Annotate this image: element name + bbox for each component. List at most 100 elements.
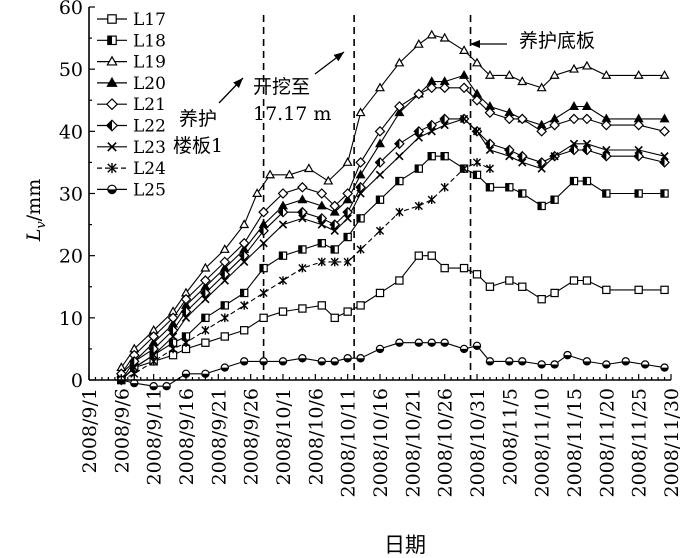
point-l17-7 [220,332,229,341]
point-l23-6-shape [201,295,210,304]
point-l23-22-shape [472,127,482,136]
point-l25-19-fill [428,342,436,347]
point-l25-29-fill [583,361,591,365]
x-tick-label-9: 2008/10/11 [338,388,360,498]
point-l22-15-fill [356,182,361,192]
point-l24-3 [149,357,158,366]
point-l22-12 [316,213,328,224]
point-l25-3 [149,382,158,391]
legend-marker-l18 [107,35,117,46]
point-l17-21 [459,263,469,273]
point-l25-24 [505,357,514,366]
point-l25-20-fill [441,342,449,347]
x-tick-label-12: 2008/10/26 [435,388,457,498]
point-l18-29-fill [583,177,587,185]
point-l21-5 [180,293,192,305]
point-l19-31-shape [633,70,644,79]
point-l18-31-fill [635,189,639,198]
point-l18-9 [259,263,268,273]
point-l21-26-shape [536,125,548,137]
point-l17-30 [602,285,611,295]
point-l19-12 [303,163,314,173]
legend-marker-l24-shape [107,163,117,174]
point-l18-7 [220,301,229,310]
point-l25-15-fill [357,358,365,362]
point-l19-15 [355,107,366,117]
point-l19-23-shape [484,70,495,79]
x-tick-label-1: 2008/9/1 [79,388,101,473]
point-l22-18 [413,125,425,137]
point-l17-22 [472,270,482,279]
point-l17-6-shape [201,338,210,347]
point-l21-23 [484,107,496,119]
point-l22-7-fill [220,269,225,279]
axes-layer [88,7,671,381]
point-l18-7-fill [221,301,225,309]
point-l20-21 [459,70,470,79]
point-l25-16 [375,344,385,354]
point-l21-20 [439,82,451,94]
point-l17-6 [201,338,210,347]
point-l22-26 [536,157,548,168]
point-l19-28 [569,63,579,73]
point-l21-22-shape [471,94,483,106]
point-l22-16-fill [375,157,380,167]
y-tick-label-3: 20 [59,246,83,268]
point-l23-5 [181,313,191,322]
point-l21-31 [633,119,645,131]
point-l25-8-fill [240,361,248,365]
point-l21-30-shape [600,119,612,131]
point-l18-22-fill [473,171,477,179]
legend-label-l24: L24 [133,159,166,179]
point-l22-11-fill [297,207,303,217]
point-l23-32-shape [660,152,669,161]
point-l17-18-shape [414,251,424,260]
point-l25-27 [550,360,559,369]
point-l25-32-fill [641,364,649,369]
point-l23-29 [582,139,592,148]
point-l24-17 [395,207,404,217]
point-l23-27 [550,152,559,161]
point-l25-14-fill [344,358,352,362]
point-l18-26 [537,201,546,211]
point-l19-17-shape [394,57,405,67]
point-l24-13 [330,257,339,267]
point-l21-7-shape [219,256,231,268]
point-l17-16 [375,288,385,298]
point-l22-30 [600,150,612,162]
point-l22-12-fill [317,213,322,223]
point-l17-11 [298,304,307,313]
point-l24-9-shape [259,288,268,298]
point-l23-30-shape [602,145,611,155]
legend-label-l19: L19 [133,53,166,73]
point-l19-29-shape [581,60,592,70]
point-l22-31 [633,150,645,162]
point-l19-27-shape [549,70,560,79]
point-l25-26-fill [538,364,546,369]
point-l19-9-shape [252,188,263,197]
point-l22-4-fill [168,325,174,335]
point-l25-12-fill [318,361,326,365]
point-l19-17 [394,57,405,67]
point-l19-22-shape [472,57,482,67]
point-l22-2 [128,356,140,367]
point-l23-7-shape [220,276,229,285]
point-l21-16 [374,125,386,137]
point-l23-10-shape [278,220,288,229]
point-l22-7 [219,268,231,280]
point-l18-12-fill [318,239,322,247]
point-l19-27 [549,70,560,79]
x-tick-label-7: 2008/10/1 [273,388,295,485]
point-l18-27-fill [551,196,555,204]
point-l21-12 [316,188,328,199]
point-l22-3-fill [149,344,154,354]
point-l21-26 [536,125,548,137]
point-l21-11 [297,181,308,193]
point-l24-4-shape [168,344,178,354]
point-l18-15-fill [357,214,361,222]
legend-marker-l23-shape [107,142,117,152]
legend-marker-l17-shape [107,14,117,24]
point-l24-13-shape [330,257,339,267]
point-l18-29 [582,176,592,186]
